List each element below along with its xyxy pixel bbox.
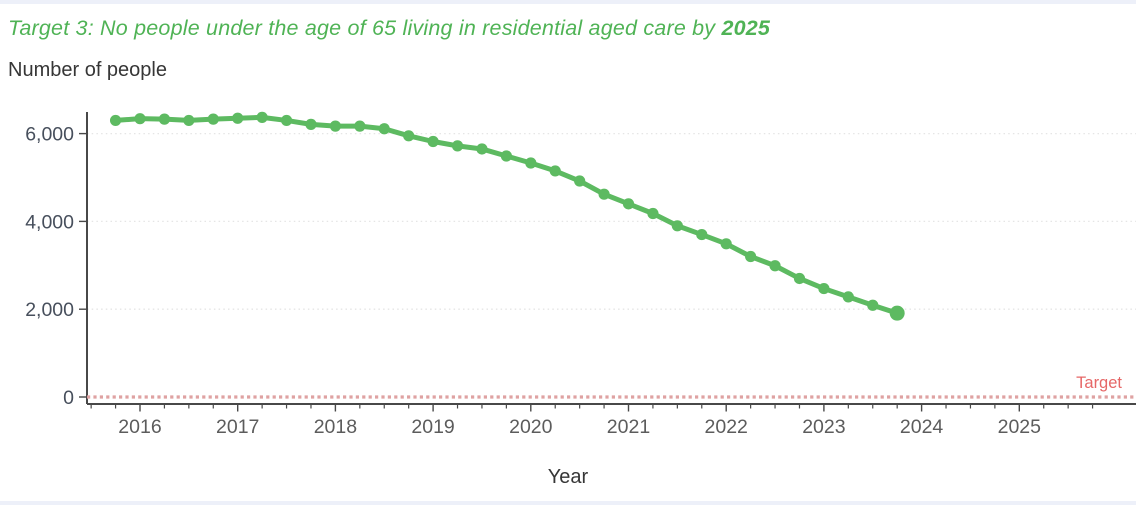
x-axis-title: Year bbox=[547, 466, 589, 488]
data-point[interactable] bbox=[500, 150, 512, 162]
y-tick-label: 4,000 bbox=[25, 211, 74, 233]
data-point[interactable] bbox=[109, 114, 122, 127]
data-point[interactable] bbox=[574, 175, 586, 187]
data-point[interactable] bbox=[476, 143, 488, 155]
data-point[interactable] bbox=[720, 238, 732, 250]
y-tick-label: 6,000 bbox=[25, 124, 74, 146]
data-point[interactable] bbox=[305, 118, 317, 130]
y-tick-label: 0 bbox=[63, 387, 74, 409]
y-axis-title: Number of people bbox=[8, 59, 167, 81]
data-point[interactable] bbox=[549, 165, 561, 177]
target-line-label: Target bbox=[1076, 374, 1122, 392]
data-point[interactable] bbox=[889, 305, 905, 321]
data-point[interactable] bbox=[378, 123, 390, 135]
y-tick-label: 2,000 bbox=[25, 299, 74, 321]
x-tick-label: 2018 bbox=[314, 416, 357, 438]
chart-svg[interactable]: 2016 2017 2018 2019 2020 2021 2022 2023 2024 2025… bbox=[0, 95, 1136, 463]
x-tick-label: 2021 bbox=[607, 416, 650, 438]
data-point[interactable] bbox=[818, 282, 830, 295]
data-line bbox=[113, 114, 900, 316]
x-tick-label: 2019 bbox=[411, 416, 454, 438]
data-point[interactable] bbox=[403, 130, 415, 142]
x-tick-label: 2023 bbox=[802, 416, 845, 438]
data-point[interactable] bbox=[232, 112, 244, 124]
data-point[interactable] bbox=[647, 207, 659, 220]
data-point[interactable] bbox=[427, 135, 439, 148]
data-point[interactable] bbox=[280, 114, 293, 127]
data-point[interactable] bbox=[207, 113, 219, 125]
chart-title-year: 2025 bbox=[721, 16, 771, 40]
data-point[interactable] bbox=[842, 291, 854, 303]
chart-title: Target 3: No people under the age of 65 … bbox=[8, 16, 1128, 41]
x-tick-label: 2025 bbox=[998, 416, 1042, 438]
data-point[interactable] bbox=[769, 260, 781, 272]
chart-title-text: Target 3: No people under the age of 65 … bbox=[8, 16, 722, 40]
data-point[interactable] bbox=[745, 250, 757, 263]
x-tick-label: 2017 bbox=[216, 416, 259, 438]
data-point[interactable] bbox=[134, 113, 146, 125]
data-point[interactable] bbox=[329, 120, 341, 132]
top-page-band bbox=[0, 0, 1136, 4]
x-tick-label: 2020 bbox=[509, 416, 553, 438]
data-point[interactable] bbox=[622, 198, 635, 210]
x-tick-label: 2016 bbox=[118, 416, 161, 438]
data-point[interactable] bbox=[256, 111, 268, 123]
data-point[interactable] bbox=[598, 188, 610, 200]
data-point[interactable] bbox=[671, 220, 683, 232]
x-tick-label: 2024 bbox=[900, 416, 944, 438]
data-point[interactable] bbox=[696, 228, 708, 241]
data-point[interactable] bbox=[158, 113, 171, 125]
bottom-page-band bbox=[0, 501, 1136, 505]
data-point[interactable] bbox=[867, 299, 879, 311]
data-point[interactable] bbox=[183, 114, 195, 127]
data-point[interactable] bbox=[354, 120, 366, 132]
data-point[interactable] bbox=[451, 140, 464, 152]
data-point[interactable] bbox=[525, 157, 537, 169]
x-tick-label: 2022 bbox=[705, 416, 748, 438]
data-point[interactable] bbox=[793, 272, 806, 285]
